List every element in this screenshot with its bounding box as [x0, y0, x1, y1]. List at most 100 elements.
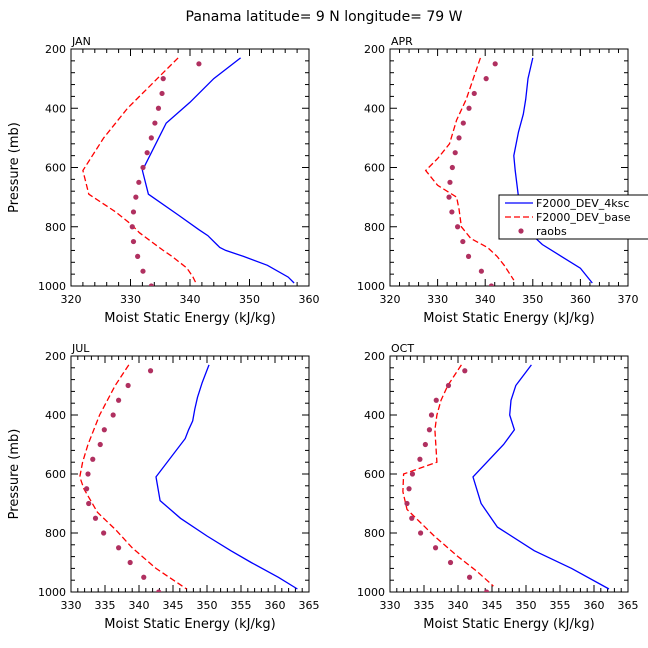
raobs-point: [445, 382, 452, 389]
y-axis-label: Pressure (mb): [7, 122, 22, 213]
x-tick-label: 360: [570, 293, 591, 306]
x-tick-label: 340: [475, 293, 496, 306]
raobs-point: [147, 368, 154, 374]
raobs-point: [447, 559, 454, 566]
plot-frame: [70, 48, 310, 287]
raobs-point: [127, 559, 133, 566]
x-tick-label: 340: [180, 293, 201, 306]
raobs-point: [144, 150, 150, 156]
plot-frame: [70, 355, 310, 593]
raobs-point: [189, 343, 194, 348]
raobs-point: [101, 530, 107, 536]
raobs-point: [116, 397, 122, 403]
raobs-point: [160, 76, 166, 82]
y-tick-label: 200: [45, 350, 66, 363]
x-tick-label: 370: [618, 293, 639, 306]
x-tick-label: 330: [380, 599, 401, 612]
plot-frame: [389, 355, 629, 593]
raobs-point: [498, 298, 503, 303]
legend-label: F2000_DEV_4ksc: [536, 197, 629, 210]
raobs-point: [135, 253, 141, 259]
y-tick-label: 800: [364, 221, 385, 234]
raobs-point: [92, 515, 99, 521]
x-tick-label: 350: [516, 599, 537, 612]
raobs-point: [417, 456, 423, 462]
raobs-point: [466, 574, 473, 580]
x-tick-label: 335: [95, 599, 116, 612]
panel-label: OCT: [391, 342, 414, 355]
raobs-point: [471, 90, 477, 97]
raobs-point: [148, 135, 154, 141]
x-tick-label: 360: [265, 599, 286, 612]
legend-label: raobs: [536, 225, 567, 238]
raobs-point: [159, 90, 165, 97]
raobs-point: [462, 368, 468, 374]
series-line-f2000-dev-4ksc: [472, 364, 610, 590]
raobs-point: [409, 471, 416, 477]
y-tick-label: 600: [364, 468, 385, 481]
x-tick-label: 345: [482, 599, 503, 612]
raobs-point: [141, 574, 147, 580]
raobs-point: [428, 412, 435, 418]
y-axis-label: Pressure (mb): [7, 429, 22, 520]
raobs-point: [418, 530, 424, 536]
raobs-point: [90, 456, 96, 462]
x-tick-label: 340: [448, 599, 469, 612]
figure-title: Panama latitude= 9 N longitude= 79 W: [186, 9, 463, 25]
y-tick-label: 400: [45, 102, 66, 115]
raobs-point: [433, 397, 439, 403]
x-tick-label: 330: [120, 293, 141, 306]
raobs-point: [426, 427, 433, 433]
panel-oct: OCT 330 335 340 345 350 355 360 365 200 400 600 800 1…: [357, 342, 639, 632]
raobs-point: [140, 164, 146, 171]
x-tick-label: 345: [163, 599, 184, 612]
x-tick-label: 365: [299, 599, 320, 612]
raobs-point: [125, 382, 131, 389]
x-tick-label: 350: [239, 293, 260, 306]
raobs-point: [404, 500, 410, 507]
raobs-point: [466, 105, 472, 111]
raobs-point: [447, 179, 453, 185]
y-tick-label: 600: [364, 162, 385, 175]
raobs-point: [97, 441, 103, 448]
raobs-point: [152, 120, 158, 126]
raobs-point: [478, 268, 484, 274]
y-tick-label: 800: [45, 221, 66, 234]
x-axis-label: Moist Static Energy (kJ/kg): [104, 311, 275, 326]
series-line-f2000-dev-4ksc: [155, 364, 298, 590]
x-tick-label: 330: [61, 599, 82, 612]
raobs-point: [456, 135, 462, 141]
y-tick-label: 800: [364, 527, 385, 540]
raobs-point: [159, 298, 164, 303]
raobs-point: [432, 545, 439, 551]
raobs-point: [406, 486, 412, 492]
series-line-f2000-dev-base: [402, 364, 494, 587]
raobs-point: [460, 120, 466, 126]
series-line-f2000-dev-base: [79, 364, 187, 590]
raobs-point: [130, 238, 137, 245]
raobs-point: [449, 164, 455, 171]
y-tick-label: 400: [45, 409, 66, 422]
raobs-point: [409, 515, 415, 521]
raobs-point: [155, 105, 162, 111]
raobs-point: [110, 412, 116, 418]
raobs-point: [130, 209, 137, 215]
y-tick-label: 200: [364, 43, 385, 56]
series-line-f2000-dev-4ksc: [141, 57, 295, 284]
panel-apr: APR 320 330 340 350 360 370 200 400 600 800 1000 Moi…: [357, 35, 639, 326]
y-tick-label: 1000: [357, 586, 385, 599]
x-tick-label: 320: [61, 293, 82, 306]
x-axis-label: Moist Static Energy (kJ/kg): [423, 311, 594, 326]
legend-label: F2000_DEV_base: [536, 211, 631, 224]
x-tick-label: 360: [584, 599, 605, 612]
series-line-f2000-dev-base: [82, 57, 197, 284]
legend-swatch-raobs: [518, 228, 524, 234]
x-tick-label: 335: [414, 599, 435, 612]
raobs-point: [183, 328, 188, 333]
y-tick-label: 200: [45, 43, 66, 56]
y-tick-label: 400: [364, 102, 385, 115]
raobs-point: [454, 224, 461, 230]
x-tick-label: 320: [380, 293, 401, 306]
y-tick-label: 600: [45, 468, 66, 481]
raobs-point: [148, 283, 154, 286]
